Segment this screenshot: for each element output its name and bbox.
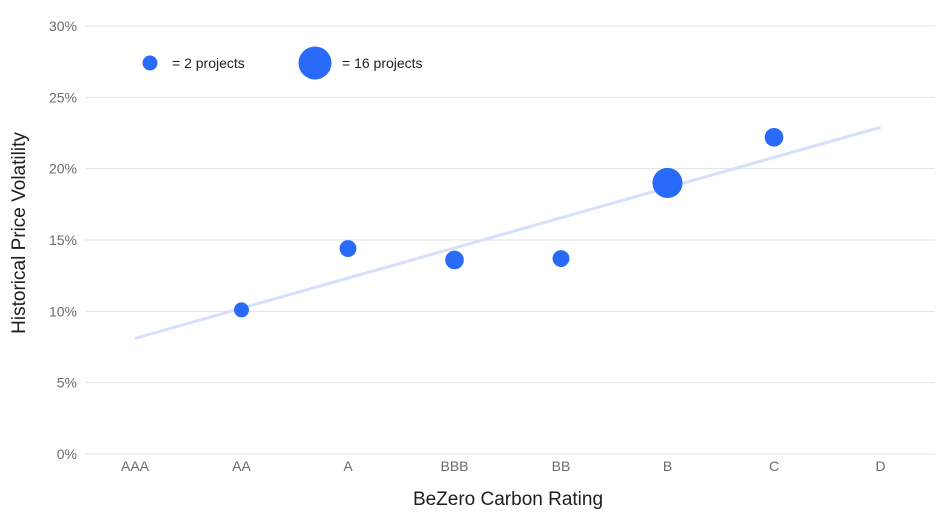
y-tick-label: 0% [57,446,77,462]
y-axis-title: Historical Price Volatility [9,132,30,334]
x-axis-title: BeZero Carbon Rating [413,489,603,510]
bubble-bbb [445,250,464,270]
x-axis-ticks: AAA AA A BBB BB B C D [121,458,886,474]
y-tick-label: 15% [49,232,77,248]
legend-bubble-large [298,46,332,80]
y-tick-label: 5% [57,375,77,391]
x-tick-label: AA [232,458,251,474]
y-tick-label: 30% [49,18,77,34]
legend-bubble-small [142,55,158,71]
legend: = 2 projects = 16 projects [142,46,423,80]
x-tick-label: BBB [440,458,468,474]
legend-label-small: = 2 projects [172,55,245,71]
trend-line [134,125,881,340]
x-tick-label: A [343,458,353,474]
y-tick-label: 25% [49,89,77,105]
bubbles [234,127,784,318]
x-tick-label: C [769,458,779,474]
x-tick-label: D [875,458,885,474]
legend-label-large: = 16 projects [342,55,423,71]
x-tick-label: AAA [121,458,150,474]
gridlines [85,25,935,455]
bubble-a [339,240,357,258]
bubble-c [764,127,784,147]
y-tick-label: 10% [49,303,77,319]
y-axis-ticks: 0% 5% 10% 15% 20% 25% 30% [49,18,77,462]
x-tick-label: BB [552,458,571,474]
x-tick-label: B [663,458,672,474]
bubble-bb [552,250,570,268]
y-tick-label: 20% [49,161,77,177]
bubble-aa [234,302,249,318]
bubble-b [652,167,683,198]
